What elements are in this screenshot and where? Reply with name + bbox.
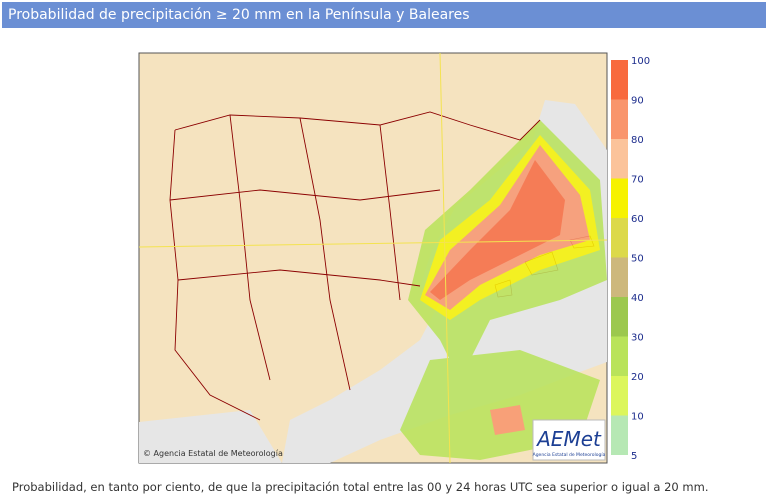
legend-swatch	[611, 415, 628, 455]
copyright: © Agencia Estatal de Meteorología	[143, 449, 283, 458]
legend-tick-label: 30	[631, 333, 644, 344]
legend-tick-label: 70	[631, 175, 644, 186]
legend-tick-label: 60	[631, 214, 644, 225]
legend-swatch	[611, 257, 628, 297]
legend-swatch	[611, 178, 628, 218]
legend-tick-label: 100	[631, 56, 650, 67]
legend-swatch	[611, 99, 628, 139]
legend-tick-label: 80	[631, 135, 644, 146]
legend-swatch	[611, 336, 628, 376]
legend-swatch	[611, 376, 628, 416]
colorbar: 100 90 80 70 60 50 40 30 20 10 5	[611, 56, 650, 462]
caption: Probabilidad, en tanto por ciento, de qu…	[12, 480, 709, 494]
graticule	[439, 52, 451, 464]
header-title: Probabilidad de precipitación ≥ 20 mm en…	[2, 2, 766, 28]
legend-tick-label: 20	[631, 372, 644, 383]
logo: AEMet	[535, 427, 602, 451]
legend-tick-label: 50	[631, 254, 644, 265]
legend-swatch	[611, 60, 628, 100]
legend-swatch	[611, 218, 628, 258]
borders	[169, 111, 541, 421]
legend-swatch	[611, 297, 628, 337]
legend-tick-label: 10	[631, 412, 644, 423]
legend-tick-label: 5	[631, 451, 637, 462]
sea	[139, 410, 282, 463]
map-figure: © Agencia Estatal de Meteorología AEMet …	[138, 52, 650, 464]
legend-swatch	[611, 139, 628, 179]
graticule	[138, 239, 608, 248]
legend-tick-label: 90	[631, 96, 644, 107]
logo-box	[532, 419, 606, 461]
logo-subtitle: Agencia Estatal de Meteorología	[533, 451, 606, 458]
legend-tick-label: 40	[631, 293, 644, 304]
